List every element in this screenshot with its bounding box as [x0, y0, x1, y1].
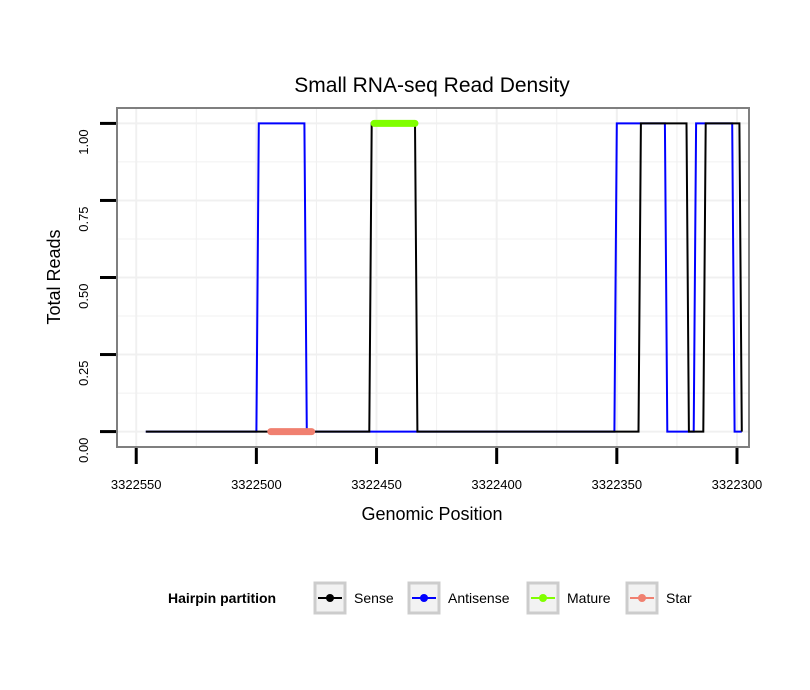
x-tick-label-4: 3322350 [592, 477, 643, 492]
y-axis-label: Total Reads [44, 229, 64, 324]
y-tick-label-1: 0.25 [76, 361, 91, 386]
legend-item-mature: Mature [526, 581, 611, 615]
legend-item-antisense: Antisense [407, 581, 510, 615]
legend-key-dot [539, 594, 547, 602]
legend-key-dot [326, 594, 334, 602]
x-tick-label-5: 3322300 [712, 477, 763, 492]
legend-label-mature: Mature [567, 590, 611, 606]
legend-label-sense: Sense [354, 590, 394, 606]
y-tick-label-0: 0.00 [76, 438, 91, 463]
x-tick-label-0: 3322550 [111, 477, 162, 492]
legend-key-dot [638, 594, 646, 602]
plot-border [116, 107, 750, 448]
legend-key-dot [420, 594, 428, 602]
x-tick-label-2: 3322450 [351, 477, 402, 492]
legend-label-star: Star [666, 590, 692, 606]
legend-item-sense: Sense [313, 581, 394, 615]
y-tick-label-4: 1.00 [76, 129, 91, 154]
legend-label-antisense: Antisense [448, 590, 510, 606]
x-tick-label-1: 3322500 [231, 477, 282, 492]
legend-item-star: Star [625, 581, 692, 615]
x-axis: 3322550 3322500 3322450 3322400 3322350 33223… [111, 448, 762, 492]
legend: Hairpin partition Sense Antisense Mature St… [168, 581, 692, 615]
x-tick-label-3: 3322400 [471, 477, 522, 492]
y-axis: 0.00 0.25 0.50 0.75 1.00 [76, 121, 116, 463]
chart-title: Small RNA-seq Read Density [294, 74, 570, 97]
plot-series [145, 119, 743, 436]
y-tick-label-2: 0.50 [76, 284, 91, 309]
y-tick-label-3: 0.75 [76, 206, 91, 231]
x-axis-label: Genomic Position [361, 504, 502, 524]
legend-title: Hairpin partition [168, 590, 276, 606]
grid-lines [117, 108, 749, 447]
